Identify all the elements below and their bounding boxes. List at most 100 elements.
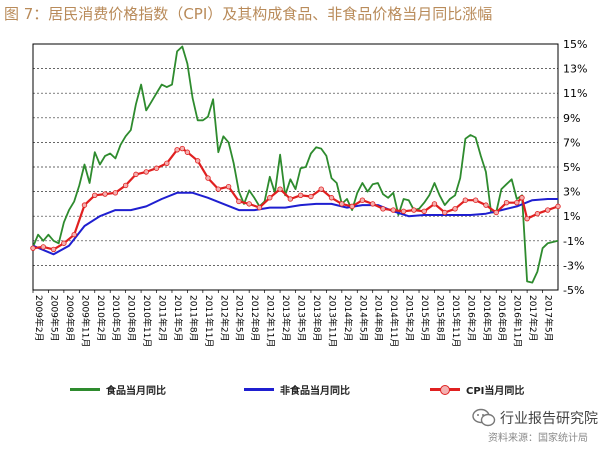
x-tick-label: 2013年11月 xyxy=(326,295,338,347)
cpi-point xyxy=(215,186,221,192)
watermark: 行业报告研究院 资料来源：国家统计局 xyxy=(472,408,612,444)
cpi-point xyxy=(102,191,108,197)
x-tick-label: 2017年2月 xyxy=(527,295,539,342)
x-tick-label: 2014年8月 xyxy=(373,295,385,342)
series-line-food xyxy=(32,45,559,284)
x-tick-label: 2010年2月 xyxy=(95,295,107,342)
cpi-point xyxy=(287,196,294,202)
x-tick-label: 2012年11月 xyxy=(265,295,277,347)
cpi-point xyxy=(112,190,119,196)
series-line-nonfood xyxy=(32,191,558,256)
cpi-point xyxy=(50,246,57,253)
cpi-point xyxy=(411,207,417,213)
cpi-point xyxy=(349,203,355,210)
cpi-point xyxy=(519,195,525,201)
cpi-point xyxy=(472,197,479,203)
cpi-point xyxy=(246,201,252,207)
cpi-point xyxy=(503,199,510,206)
x-tick-label: 2010年8月 xyxy=(126,295,138,342)
series-line-cpi xyxy=(32,147,559,251)
cpi-point xyxy=(483,202,489,208)
x-tick-label: 2014年5月 xyxy=(357,295,369,342)
cpi-point xyxy=(462,197,469,203)
y-tick-label: 15% xyxy=(563,38,587,51)
y-tick-label: 13% xyxy=(563,63,587,76)
y-tick-label: 11% xyxy=(563,87,587,100)
cpi-point xyxy=(256,204,263,211)
y-tick-label: -5% xyxy=(563,284,584,297)
cpi-point xyxy=(236,198,242,205)
x-tick-label: 2009年5月 xyxy=(48,295,60,342)
x-axis: 2009年2月 2009年5月 2009年8月 2009年11月 2010年2月 2010… xyxy=(32,290,555,347)
cpi-point xyxy=(328,195,335,201)
cpi-point xyxy=(133,171,139,178)
cpi-point xyxy=(370,201,376,207)
x-tick-label: 2011年8月 xyxy=(187,295,199,342)
cpi-point xyxy=(122,182,129,189)
cpi-point xyxy=(431,201,438,207)
cpi-point xyxy=(514,199,520,206)
cpi-point xyxy=(40,244,46,250)
gridlines xyxy=(33,43,558,291)
x-tick-label: 2010年11月 xyxy=(141,295,153,347)
cpi-point xyxy=(277,186,283,192)
x-tick-label: 2014年2月 xyxy=(342,295,354,342)
x-tick-label: 2015年8月 xyxy=(434,295,446,342)
cpi-point xyxy=(205,175,211,181)
cpi-point xyxy=(380,206,386,212)
x-tick-label: 2011年11月 xyxy=(203,295,215,347)
x-tick-label: 2012年5月 xyxy=(234,295,246,342)
y-tick-label: 1% xyxy=(563,210,580,223)
x-tick-label: 2009年11月 xyxy=(79,295,91,347)
cpi-point xyxy=(153,165,160,171)
cpi-point xyxy=(179,145,185,152)
cpi-point xyxy=(421,208,427,214)
cpi-point xyxy=(308,193,314,200)
cpi-point xyxy=(555,203,561,210)
cpi-point xyxy=(534,211,541,217)
cpi-point xyxy=(545,207,551,213)
x-tick-label: 2012年2月 xyxy=(218,295,230,342)
cpi-point xyxy=(390,207,396,213)
source-note: 资料来源：国家统计局 xyxy=(488,433,588,444)
cpi-point xyxy=(30,245,36,251)
cpi-point xyxy=(297,192,304,198)
x-tick-label: 2015年5月 xyxy=(419,295,431,342)
x-tick-label: 2015年11月 xyxy=(450,295,462,347)
cpi-point xyxy=(225,183,232,190)
y-tick-label: 3% xyxy=(563,186,580,199)
x-tick-label: 2016年11月 xyxy=(512,295,524,347)
y-tick-label: -1% xyxy=(563,235,584,248)
cpi-point xyxy=(524,215,530,222)
x-tick-label: 2011年2月 xyxy=(157,295,169,342)
x-tick-label: 2016年8月 xyxy=(496,295,508,342)
cpi-point xyxy=(339,201,345,207)
x-tick-label: 2013年8月 xyxy=(311,295,323,342)
cpi-point xyxy=(493,209,499,216)
x-tick-label: 2014年11月 xyxy=(388,295,400,347)
y-axis: -5% -3% -1% 1% 3% 5% 7% 9% 11% 13% 15% xyxy=(563,38,587,297)
x-tick-label: 2010年5月 xyxy=(110,295,122,342)
x-tick-label: 2016年2月 xyxy=(465,295,477,342)
series-layer xyxy=(30,45,561,284)
y-tick-label: -3% xyxy=(563,259,584,272)
x-tick-label: 2016年5月 xyxy=(481,295,493,342)
cpi-point xyxy=(81,202,88,208)
cpi-point xyxy=(195,158,201,164)
x-tick-label: 2015年2月 xyxy=(404,295,416,342)
cpi-point xyxy=(184,149,191,155)
wechat-icon xyxy=(472,408,496,427)
y-tick-label: 9% xyxy=(563,112,580,125)
watermark-name: 行业报告研究院 xyxy=(500,411,598,427)
cpi-point xyxy=(164,160,170,167)
plot-frame xyxy=(32,43,559,291)
x-tick-label: 2012年8月 xyxy=(249,295,261,342)
cpi-point xyxy=(174,147,180,153)
x-tick-label: 2017年5月 xyxy=(543,295,555,342)
cpi-point xyxy=(61,240,67,246)
cpi-point xyxy=(318,186,324,192)
cpi-point xyxy=(143,169,149,175)
cpi-point xyxy=(400,208,407,214)
y-tick-label: 5% xyxy=(563,161,580,174)
